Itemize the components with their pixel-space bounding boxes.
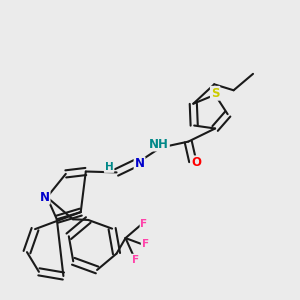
Text: O: O — [191, 156, 201, 169]
Text: N: N — [134, 157, 145, 170]
Text: H: H — [105, 162, 113, 172]
Text: F: F — [131, 255, 139, 265]
Text: S: S — [211, 87, 219, 100]
Text: F: F — [142, 239, 149, 249]
Text: NH: NH — [149, 137, 169, 151]
Text: N: N — [40, 191, 50, 204]
Text: F: F — [140, 219, 148, 229]
